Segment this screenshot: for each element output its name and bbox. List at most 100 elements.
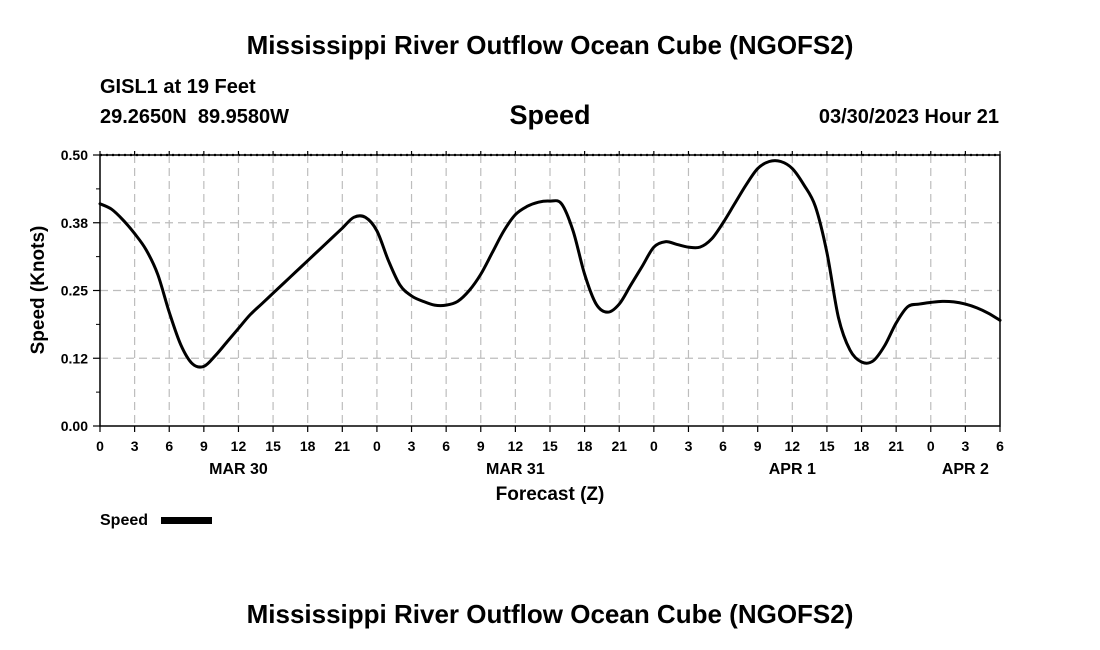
x-tick-label: 3 xyxy=(408,438,416,454)
data-point xyxy=(826,251,828,254)
data-point xyxy=(779,160,782,163)
data-point xyxy=(906,305,909,308)
data-point xyxy=(318,249,321,251)
x-tick-label: 6 xyxy=(165,438,173,454)
forecast-datetime: 03/30/2023 Hour 21 xyxy=(818,106,999,128)
data-point xyxy=(537,201,540,203)
data-point xyxy=(341,227,344,229)
data-point xyxy=(676,243,678,246)
data-point xyxy=(122,219,124,221)
x-tick-label: 6 xyxy=(996,438,1004,454)
data-point xyxy=(941,300,944,303)
x-tick-label: 21 xyxy=(611,438,627,454)
series-group xyxy=(98,159,1002,369)
x-tick-label: 21 xyxy=(888,438,904,454)
data-point xyxy=(526,205,528,208)
data-point xyxy=(791,167,794,170)
x-tick-label: 6 xyxy=(442,438,450,454)
data-point xyxy=(722,221,724,224)
data-point xyxy=(99,202,101,205)
data-point xyxy=(756,167,759,170)
data-point xyxy=(733,202,736,205)
data-point xyxy=(214,354,217,357)
data-point xyxy=(503,230,505,232)
data-point xyxy=(987,312,990,315)
data-point xyxy=(110,208,113,210)
data-point xyxy=(549,200,551,202)
x-tick-label: 0 xyxy=(927,438,935,454)
data-point xyxy=(618,303,621,305)
data-point xyxy=(468,289,471,292)
variable-title: Speed xyxy=(509,100,591,130)
x-tick-label: 6 xyxy=(719,438,727,454)
data-point xyxy=(883,344,886,347)
data-point xyxy=(445,304,447,306)
data-point xyxy=(814,205,817,208)
x-tick-label: 18 xyxy=(300,438,316,454)
data-point xyxy=(226,341,228,343)
x-tick-label: 9 xyxy=(754,438,762,454)
data-point xyxy=(583,273,586,276)
y-tick-label: 0.25 xyxy=(61,283,88,299)
x-axis: 0 3 6 9 12 15 18 21 0 3 6 9 12 15 18 21 0 3 6 9 12 15 18 21 0 3 6 M… xyxy=(96,151,1004,478)
x-tick-label: 18 xyxy=(577,438,593,454)
data-point xyxy=(837,316,840,319)
data-point xyxy=(699,246,701,248)
x-tick-label: 9 xyxy=(477,438,485,454)
data-point xyxy=(710,238,713,240)
data-point xyxy=(860,361,863,363)
data-point xyxy=(376,230,378,232)
data-point xyxy=(456,300,459,303)
x-tick-label: 15 xyxy=(265,438,281,454)
x-tick-label: 0 xyxy=(96,438,104,454)
x-date-label: APR 2 xyxy=(942,461,989,478)
x-tick-label: 12 xyxy=(508,438,524,454)
x-tick-label: 18 xyxy=(854,438,870,454)
y-tick-label: 0.38 xyxy=(61,215,88,231)
x-date-label: MAR 30 xyxy=(209,461,268,478)
x-tick-label: 12 xyxy=(231,438,247,454)
data-point xyxy=(272,292,274,295)
x-tick-label: 3 xyxy=(131,438,139,454)
x-tick-label: 0 xyxy=(373,438,381,454)
data-point xyxy=(641,265,644,267)
x-date-label: APR 1 xyxy=(769,461,816,478)
station-coordinates: 29.2650N 89.9580W xyxy=(100,106,289,129)
x-tick-label: 9 xyxy=(200,438,208,454)
data-point xyxy=(364,216,367,219)
data-point xyxy=(976,307,978,309)
x-tick-label: 3 xyxy=(961,438,969,454)
data-point xyxy=(964,303,967,305)
data-point xyxy=(803,184,805,186)
data-point xyxy=(410,295,413,297)
data-point xyxy=(560,202,563,205)
chart-title: Mississippi River Outflow Ocean Cube (NG… xyxy=(246,30,854,60)
x-axis-label: Forecast (Z) xyxy=(496,484,605,505)
data-point xyxy=(606,311,609,313)
data-point xyxy=(260,303,263,305)
data-point xyxy=(283,281,286,284)
x-tick-label: 15 xyxy=(819,438,835,454)
data-point xyxy=(953,301,955,303)
data-point xyxy=(514,213,517,216)
data-point xyxy=(249,314,251,316)
x-tick-label: 0 xyxy=(650,438,658,454)
data-point xyxy=(849,349,851,351)
data-point xyxy=(745,184,747,186)
legend: Speed xyxy=(100,512,212,529)
latitude-label: 29.2650N xyxy=(100,106,187,128)
data-point xyxy=(295,270,297,273)
data-point xyxy=(479,273,482,276)
y-axis-label: Speed (Knots) xyxy=(28,226,49,355)
y-tick-label: 0.12 xyxy=(61,350,88,366)
data-point xyxy=(387,259,390,262)
longitude-label: 89.9580W xyxy=(197,106,290,128)
data-point xyxy=(595,303,597,305)
data-point xyxy=(768,160,771,163)
data-point xyxy=(191,362,194,365)
data-point xyxy=(999,319,1001,322)
data-point xyxy=(179,343,182,346)
data-point xyxy=(422,300,424,303)
data-point xyxy=(133,232,136,235)
